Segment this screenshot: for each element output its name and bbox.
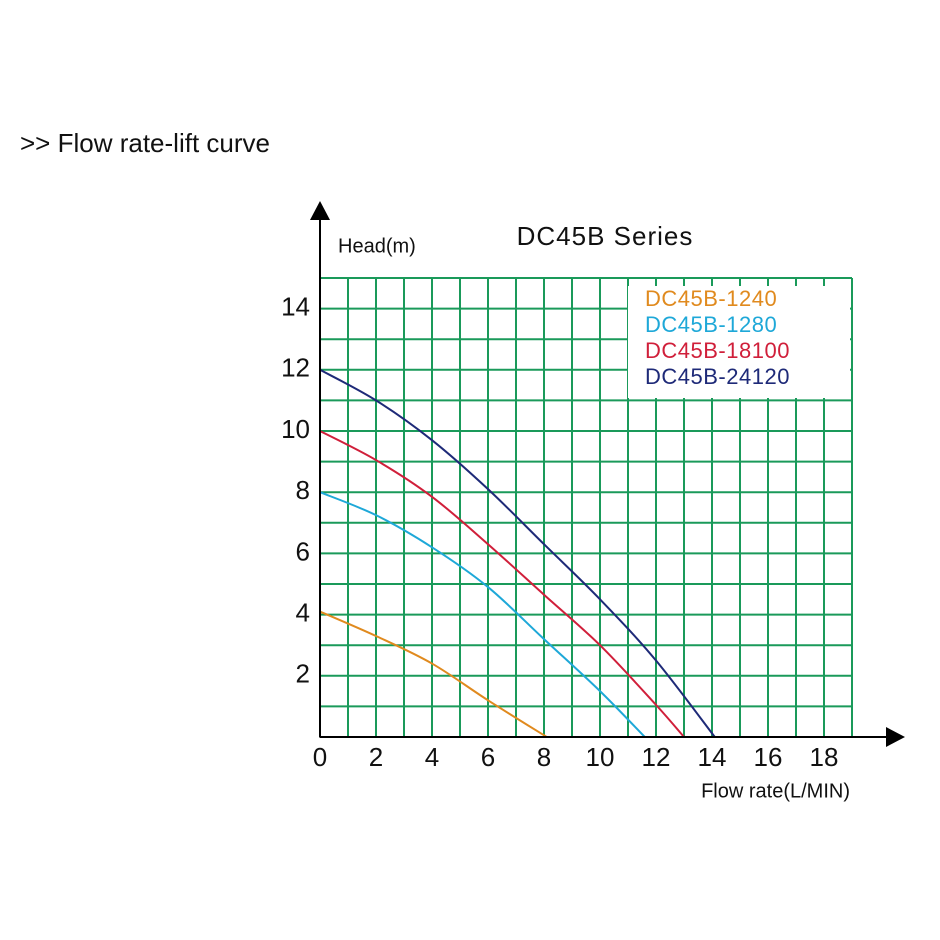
curves	[319, 368, 716, 738]
legend-entry: DC45B-24120	[645, 364, 790, 389]
x-tick-label: 4	[425, 742, 439, 772]
x-tick-label: 10	[586, 742, 615, 772]
x-tick-label: 8	[537, 742, 551, 772]
x-axis-label: Flow rate(L/MIN)	[701, 780, 850, 802]
series-line	[319, 368, 716, 738]
legend-box	[628, 286, 850, 398]
y-arrow	[310, 201, 330, 220]
x-tick-label: 16	[754, 742, 783, 772]
y-tick-label: 4	[296, 597, 310, 627]
chart-title: DC45B Series	[517, 221, 694, 251]
y-tick-label: 6	[296, 536, 310, 566]
series-line	[319, 610, 548, 738]
y-tick-label: 8	[296, 475, 310, 505]
legend-entry: DC45B-18100	[645, 338, 790, 363]
series-line	[319, 430, 685, 738]
x-tick-label: 2	[369, 742, 383, 772]
y-tick-label: 14	[281, 291, 310, 321]
x-tick-label: 0	[313, 742, 327, 772]
y-tick-label: 12	[281, 353, 310, 383]
y-tick-label: 2	[296, 659, 310, 689]
y-axis-label: Head(m)	[338, 235, 416, 257]
x-tick-label: 14	[698, 742, 727, 772]
legend: DC45B-1240DC45B-1280DC45B-18100DC45B-241…	[645, 286, 790, 389]
y-tick-label: 10	[281, 414, 310, 444]
x-tick-label: 6	[481, 742, 495, 772]
series-line	[319, 491, 646, 738]
legend-entry: DC45B-1280	[645, 312, 777, 337]
page-title: >> Flow rate-lift curve	[20, 128, 270, 158]
x-tick-label: 12	[642, 742, 671, 772]
legend-entry: DC45B-1240	[645, 286, 777, 311]
x-tick-label: 18	[810, 742, 839, 772]
x-arrow	[886, 727, 905, 747]
